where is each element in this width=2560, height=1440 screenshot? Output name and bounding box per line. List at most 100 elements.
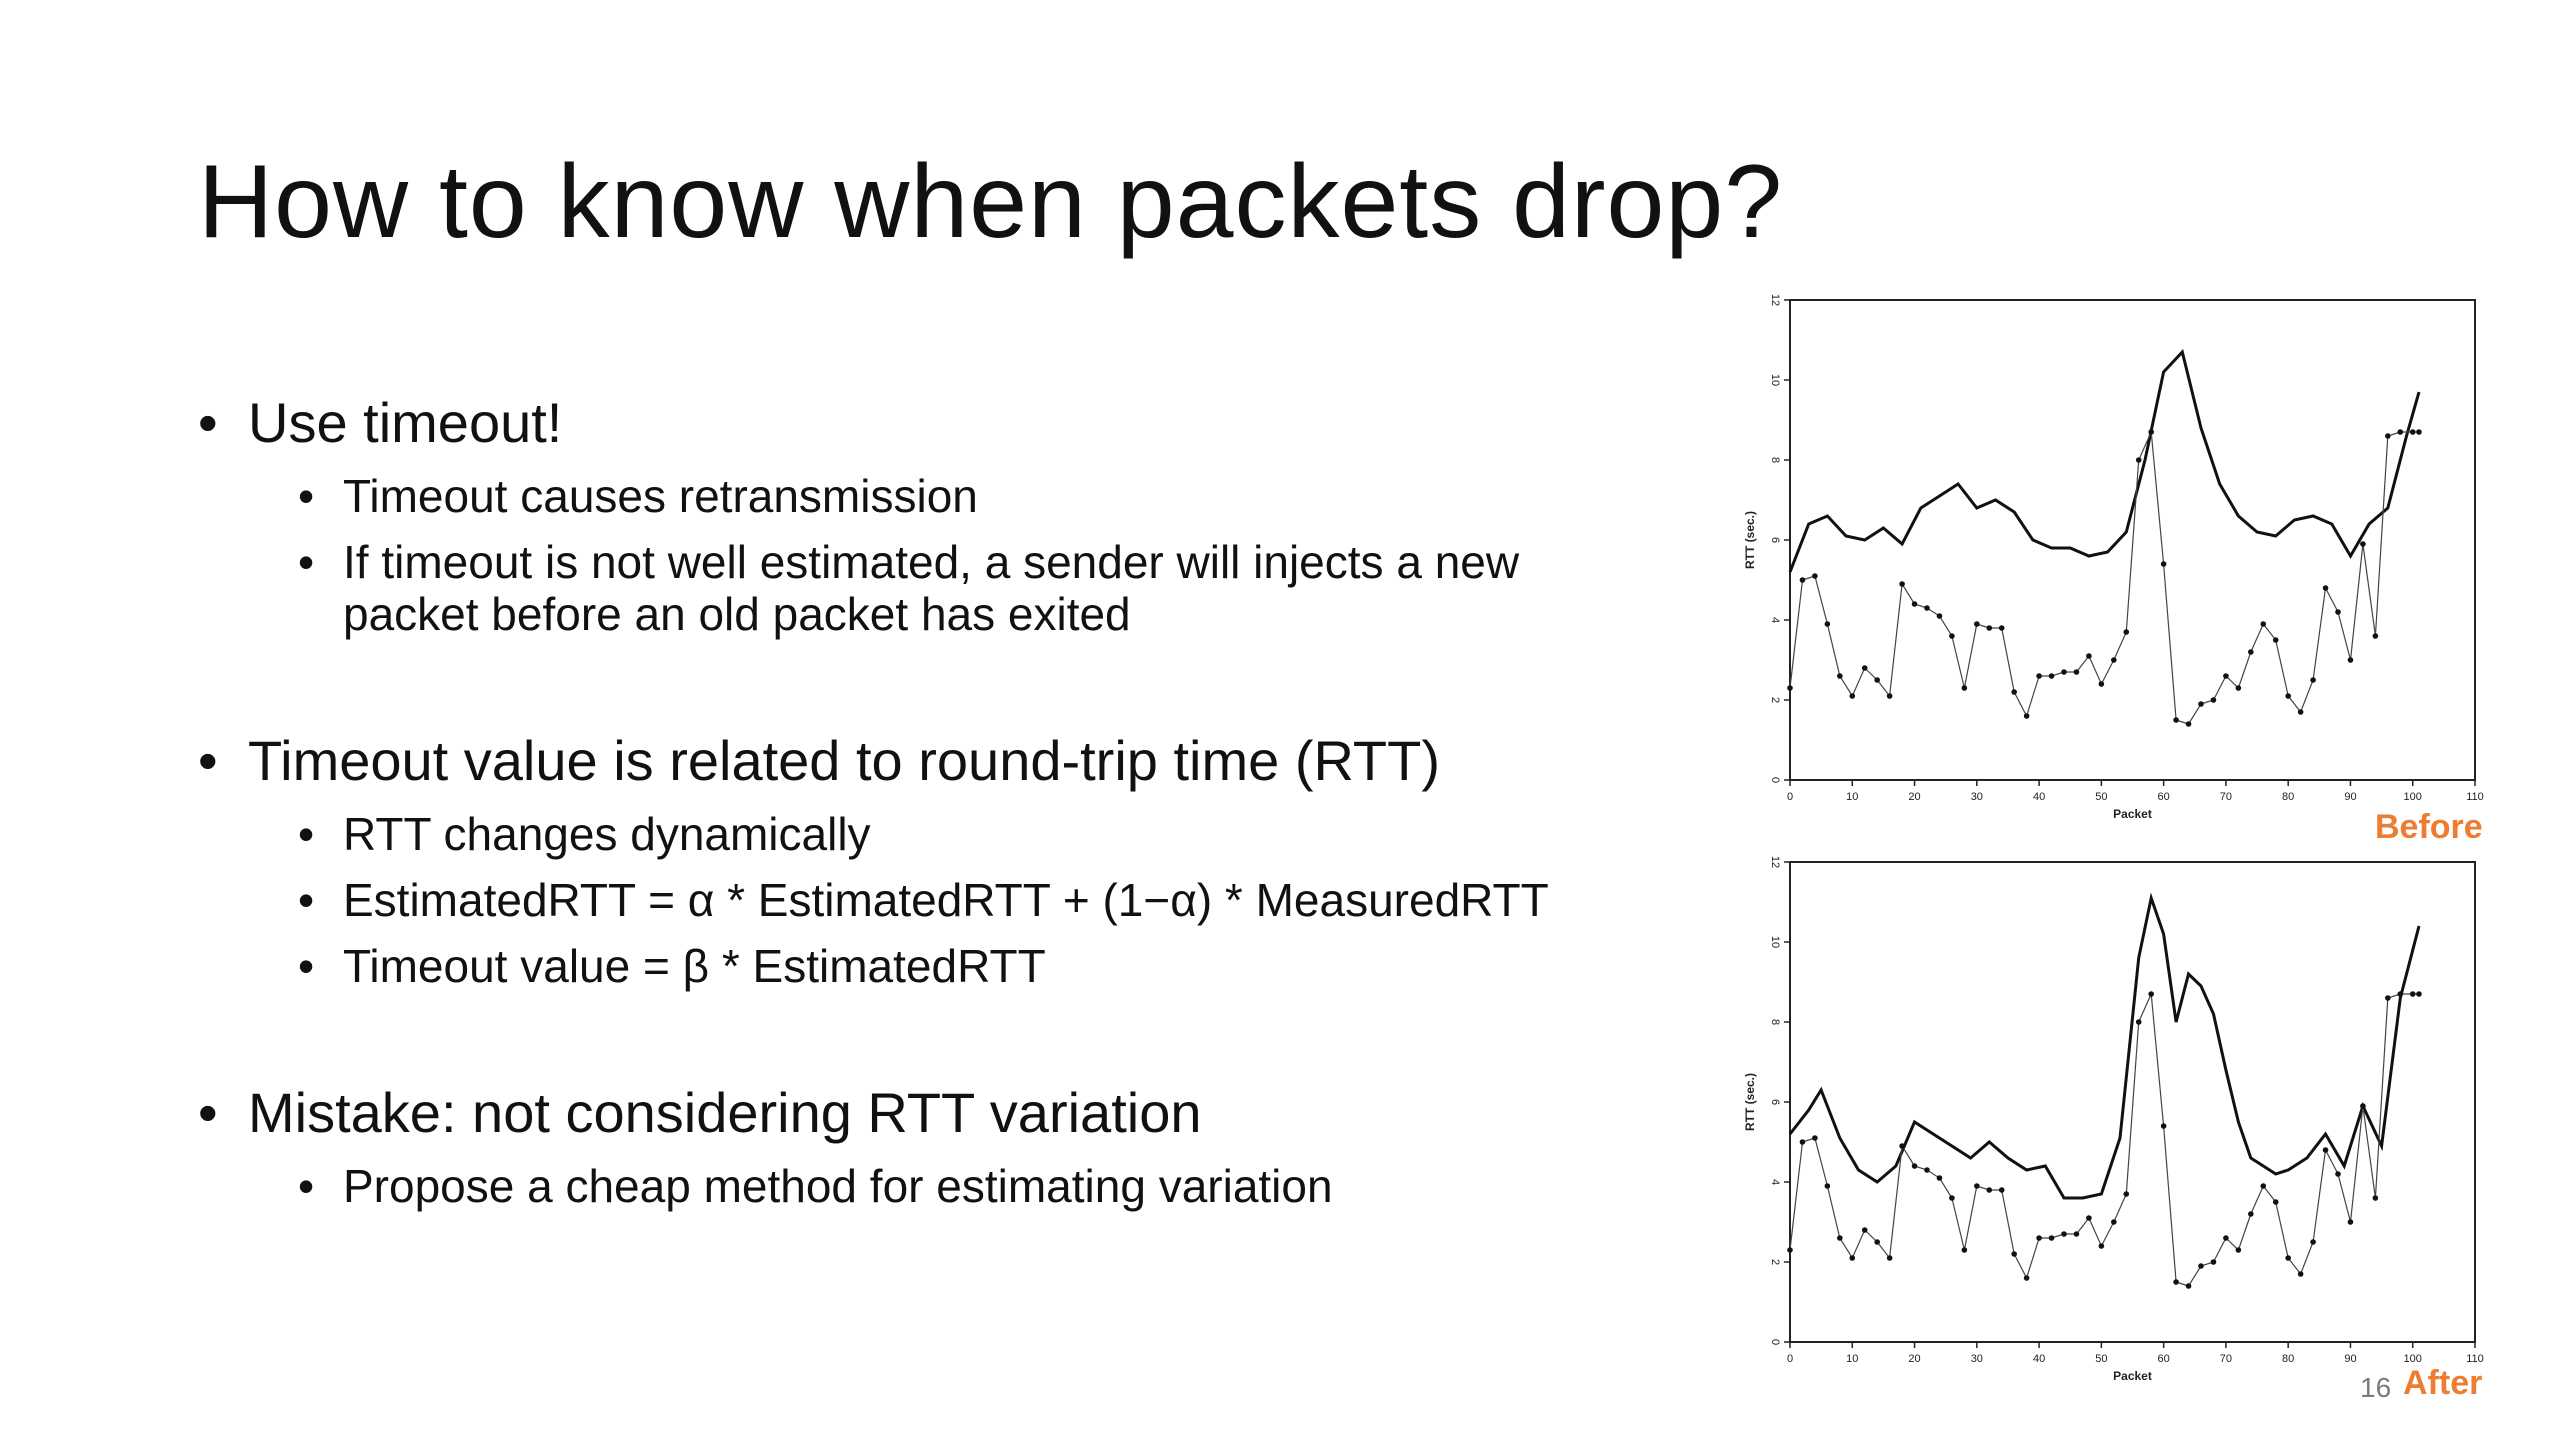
series-point (2135, 1019, 2142, 1025)
series-point (1787, 685, 1793, 691)
y-tick-label: 8 (1769, 1019, 1781, 1025)
x-tick-label: 50 (2095, 791, 2107, 803)
bullet-list: Use timeout! Timeout causes retransmissi… (198, 390, 1658, 1300)
series-point (1874, 1239, 1880, 1245)
series-point (2061, 1231, 2067, 1237)
series-point (2123, 1191, 2130, 1197)
sub-bullet: Timeout causes retransmission (298, 470, 1658, 522)
bullet-mistake: Mistake: not considering RTT variation (198, 1080, 1658, 1146)
series-point (1861, 1227, 1868, 1233)
series-point (2397, 991, 2404, 997)
series-point (2397, 429, 2404, 435)
y-tick-label: 12 (1769, 294, 1781, 306)
series-point (2210, 697, 2217, 703)
series-point (1986, 1187, 1993, 1193)
series-point (2111, 1219, 2117, 1225)
series-point (2223, 673, 2229, 679)
x-tick-label: 30 (1971, 1353, 1983, 1365)
series-point (1998, 1187, 2005, 1193)
series-point (2260, 621, 2267, 627)
x-tick-label: 10 (1846, 1353, 1858, 1365)
series-point (2335, 609, 2341, 615)
series-point (2235, 1247, 2242, 1253)
y-axis-label: RTT (sec.) (1743, 1073, 1757, 1131)
bullet-timeout-rtt: Timeout value is related to round-trip t… (198, 728, 1658, 794)
series-point (2285, 1255, 2291, 1261)
series-point (2347, 1219, 2354, 1225)
sub-bullet: RTT changes dynamically (298, 808, 1658, 860)
series-point (2297, 1271, 2304, 1277)
series-point (2073, 1231, 2080, 1237)
sub-bullet: If timeout is not well estimated, a send… (298, 536, 1658, 640)
y-tick-label: 4 (1769, 1179, 1781, 1185)
series-point (2210, 1259, 2217, 1265)
series-point (1974, 1183, 1980, 1189)
chart-label-after: After (2403, 1364, 2483, 1402)
series-point (1911, 601, 1918, 607)
series-line-measured (1789, 991, 2419, 1287)
series-point (1812, 1135, 1818, 1141)
series-point (1949, 633, 1955, 639)
series-point (1799, 1139, 1806, 1145)
y-tick-label: 6 (1769, 1099, 1781, 1105)
x-tick-label: 80 (2282, 1353, 2294, 1365)
bullet-group-1: Use timeout! Timeout causes retransmissi… (198, 390, 1658, 640)
series-point (2111, 657, 2117, 663)
rtt-chart-after: 0 10 20 30 40 50 60 70 80 90 100 110 0 2 4 6 8 10 12 Packet… (1740, 854, 2490, 1394)
series-point (2335, 1171, 2341, 1177)
x-axis-label: Packet (2113, 1369, 2152, 1383)
series-point (1824, 1183, 1831, 1189)
series-point (2023, 1275, 2030, 1281)
x-tick-label: 0 (1787, 1353, 1793, 1365)
series-point (1886, 693, 1893, 699)
x-tick-label: 110 (2466, 1353, 2484, 1365)
y-tick-label: 4 (1769, 617, 1781, 623)
x-tick-label: 100 (2404, 1353, 2422, 1365)
bullet-use-timeout: Use timeout! (198, 390, 1658, 456)
series-point (2198, 701, 2204, 707)
x-tick-label: 90 (2344, 791, 2356, 803)
sub-bullet: EstimatedRTT = α * EstimatedRTT + (1−α) … (298, 874, 1658, 926)
series-point (2416, 991, 2422, 997)
series-point (1961, 1247, 1968, 1253)
slide-title: How to know when packets drop? (198, 144, 1784, 260)
series-point (2148, 429, 2154, 435)
series-point (2248, 1211, 2254, 1217)
series-point (2048, 1235, 2055, 1241)
x-tick-label: 100 (2404, 791, 2422, 803)
series-point (2285, 693, 2291, 699)
x-tick-label: 0 (1787, 791, 1793, 803)
x-tick-label: 110 (2466, 791, 2484, 803)
x-tick-label: 40 (2033, 791, 2045, 803)
series-point (2160, 1123, 2167, 1129)
bullet-group-3: Mistake: not considering RTT variation P… (198, 1080, 1658, 1212)
series-point (2011, 689, 2017, 695)
x-tick-label: 50 (2095, 1353, 2107, 1365)
y-tick-label: 6 (1769, 537, 1781, 543)
series-point (2272, 1199, 2279, 1205)
y-tick-label: 0 (1769, 777, 1781, 783)
series-point (1986, 625, 1993, 631)
series-point (2248, 649, 2254, 655)
series-point (1849, 693, 1856, 699)
series-point (1936, 613, 1943, 619)
page-number: 16 (2360, 1372, 2392, 1403)
series-point (2086, 653, 2092, 659)
series-point (2123, 629, 2130, 635)
series-point (2372, 633, 2379, 639)
series-point (2148, 991, 2154, 997)
x-tick-label: 40 (2033, 1353, 2045, 1365)
series-point (2086, 1215, 2092, 1221)
series-point (2185, 721, 2192, 727)
series-point (1998, 625, 2005, 631)
x-tick-label: 20 (1908, 1353, 1920, 1365)
y-axis-label: RTT (sec.) (1743, 511, 1757, 569)
sub-bullet: Propose a cheap method for estimating va… (298, 1160, 1658, 1212)
series-point (2173, 717, 2179, 723)
rtt-chart-after-svg: 0 10 20 30 40 50 60 70 80 90 100 110 0 2 4 6 8 10 12 Packet… (1743, 856, 2484, 1383)
series-point (2360, 541, 2366, 547)
series-point (2011, 1251, 2017, 1257)
series-line-estimated (1788, 348, 2421, 573)
series-point (2098, 1243, 2105, 1249)
